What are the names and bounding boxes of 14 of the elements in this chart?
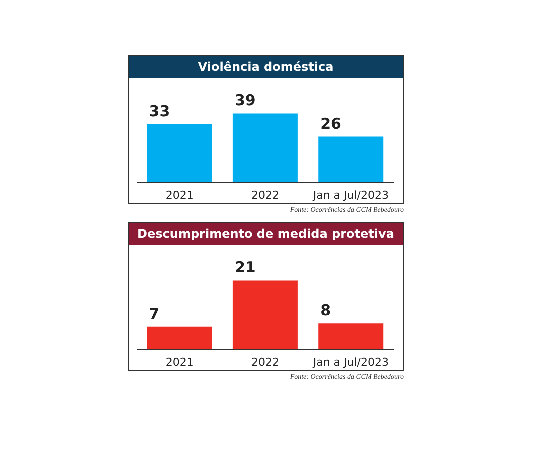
chart-title: Descumprimento de medida protetiva bbox=[129, 223, 403, 245]
chart-title: Violência doméstica bbox=[129, 56, 403, 78]
data-label: 33 bbox=[149, 102, 170, 120]
data-label: 26 bbox=[320, 114, 342, 133]
data-label: 7 bbox=[149, 304, 160, 323]
data-label: 21 bbox=[234, 258, 256, 277]
data-label: 8 bbox=[320, 302, 332, 320]
x-tick-label: 2022 bbox=[252, 356, 280, 369]
x-tick-label: 2021 bbox=[166, 188, 194, 202]
x-tick-label: Jan a Jul/2023 bbox=[312, 356, 390, 369]
data-label: 39 bbox=[234, 92, 256, 110]
x-tick-label: 2021 bbox=[166, 356, 194, 369]
x-tick-label: 2022 bbox=[252, 188, 280, 202]
x-tick-label: Jan a Jul/2023 bbox=[312, 188, 390, 202]
